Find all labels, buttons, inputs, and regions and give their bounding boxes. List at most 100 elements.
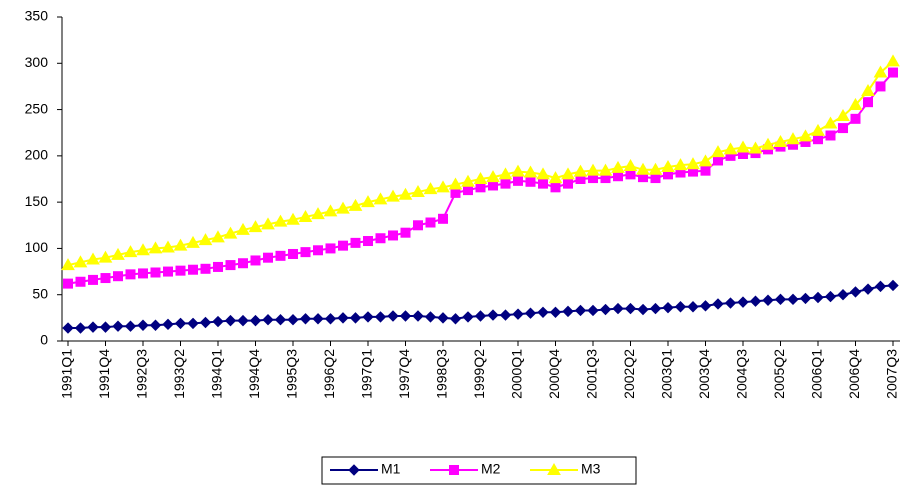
marker	[812, 291, 824, 304]
marker	[724, 297, 737, 309]
marker	[138, 268, 148, 279]
marker	[123, 245, 138, 258]
marker	[699, 300, 712, 312]
marker	[450, 187, 461, 198]
marker	[813, 134, 823, 145]
marker	[475, 182, 486, 193]
marker	[399, 310, 412, 322]
y-tick-label: 350	[25, 8, 49, 24]
marker	[811, 123, 825, 136]
legend-marker	[547, 462, 561, 475]
marker	[711, 145, 725, 158]
x-tick-label: 1998Q3	[434, 349, 450, 399]
marker	[550, 182, 561, 193]
x-tick-label: 1991Q4	[96, 349, 112, 399]
marker	[573, 164, 588, 177]
marker	[287, 314, 299, 326]
marker	[513, 175, 523, 186]
marker	[462, 311, 474, 323]
marker	[562, 305, 574, 318]
y-tick-label: 250	[25, 100, 49, 116]
marker	[149, 319, 162, 331]
x-tick-label: 2001Q3	[584, 349, 600, 399]
marker	[198, 233, 213, 246]
marker	[174, 317, 187, 330]
marker	[124, 320, 137, 332]
marker	[500, 178, 511, 189]
marker	[448, 177, 463, 190]
x-tick-label: 2003Q4	[696, 349, 712, 399]
marker	[463, 185, 473, 196]
marker	[874, 280, 887, 293]
marker	[861, 84, 875, 97]
marker	[624, 302, 637, 315]
marker	[700, 165, 711, 176]
marker	[474, 310, 487, 322]
marker	[150, 267, 161, 278]
marker	[436, 180, 450, 193]
marker	[713, 155, 723, 166]
y-tick-label: 300	[25, 54, 49, 70]
marker	[586, 163, 600, 176]
y-tick-label: 100	[25, 239, 49, 255]
marker	[212, 315, 224, 328]
marker	[549, 306, 562, 319]
marker	[598, 163, 613, 176]
marker	[224, 314, 237, 327]
marker	[362, 311, 374, 323]
marker	[211, 230, 225, 243]
marker	[63, 278, 73, 289]
marker	[299, 313, 312, 325]
marker	[249, 314, 262, 327]
y-tick-label: 50	[32, 285, 48, 301]
marker	[536, 167, 550, 180]
marker	[611, 160, 625, 173]
marker	[161, 240, 175, 253]
marker	[548, 171, 563, 184]
marker	[838, 123, 848, 134]
marker	[337, 312, 349, 324]
marker	[388, 230, 398, 241]
marker	[363, 236, 373, 247]
marker	[662, 301, 674, 314]
marker	[87, 321, 99, 333]
x-tick-label: 1991Q1	[59, 349, 75, 399]
marker	[125, 269, 136, 280]
marker	[673, 158, 688, 171]
marker	[875, 81, 886, 92]
marker	[387, 310, 399, 322]
marker	[188, 264, 198, 275]
marker	[887, 279, 899, 292]
marker	[524, 307, 537, 319]
x-tick-label: 1997Q4	[396, 349, 412, 399]
marker	[798, 129, 813, 142]
marker	[338, 240, 348, 251]
marker	[398, 187, 413, 200]
marker	[263, 252, 273, 263]
y-tick-label: 0	[40, 332, 48, 348]
marker	[98, 250, 113, 263]
marker	[736, 140, 750, 153]
marker	[687, 301, 699, 313]
marker	[223, 226, 238, 239]
marker	[848, 97, 863, 110]
marker	[113, 271, 123, 282]
marker	[850, 113, 861, 124]
marker	[325, 243, 336, 254]
marker	[163, 266, 173, 277]
marker	[186, 235, 200, 248]
marker	[411, 184, 425, 197]
marker	[525, 176, 536, 187]
marker	[425, 217, 436, 228]
marker	[373, 192, 388, 205]
marker	[561, 167, 575, 180]
marker	[762, 294, 774, 306]
marker	[62, 322, 74, 334]
marker	[412, 310, 424, 322]
legend-marker	[449, 465, 459, 475]
marker	[187, 317, 199, 330]
marker	[563, 178, 573, 189]
marker	[674, 301, 687, 313]
x-tick-label: 1992Q3	[134, 349, 150, 399]
